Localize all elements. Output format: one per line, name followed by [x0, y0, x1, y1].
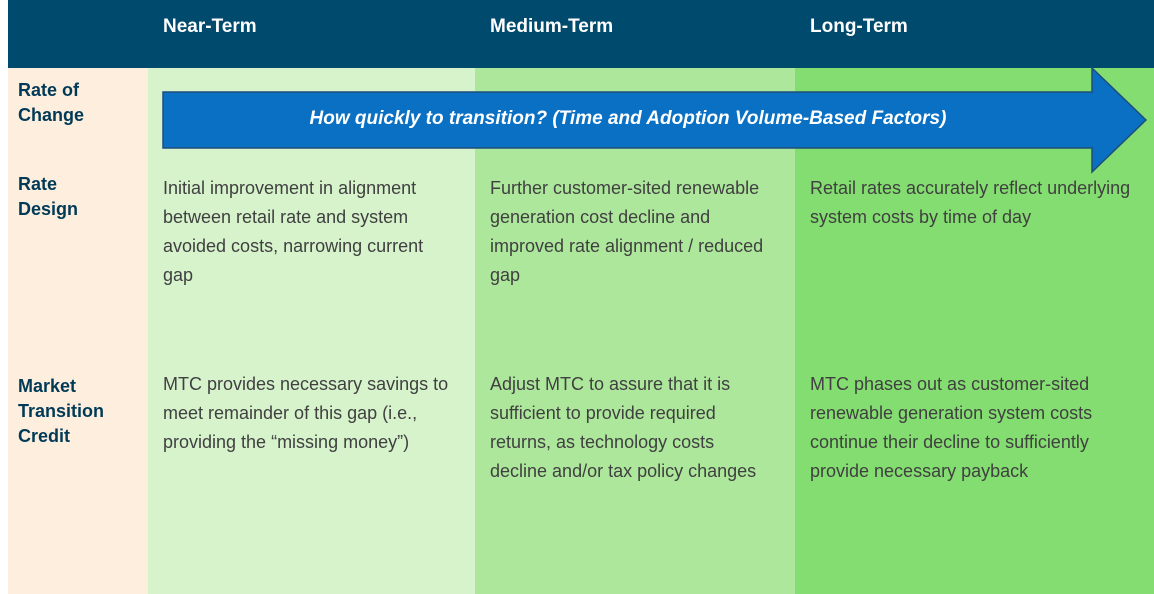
row-label-text: Market Transition Credit: [18, 376, 105, 446]
cell: Adjust MTC to assure that it is sufficie…: [475, 358, 795, 594]
row-label: Rate Design: [8, 162, 148, 358]
row-label-text: Rate Design: [18, 174, 79, 219]
header-corner: [8, 0, 148, 68]
column-header: Medium-Term: [475, 0, 795, 68]
cell: Retail rates accurately reflect underlyi…: [795, 162, 1154, 358]
column-header: Long-Term: [795, 0, 1154, 68]
column-header: Near-Term: [148, 0, 475, 68]
cell: Initial improvement in alignment between…: [148, 162, 475, 358]
row-label: Rate of Change: [8, 68, 148, 162]
cell: MTC provides necessary savings to meet r…: [148, 358, 475, 594]
cell: Further customer-sited renewable generat…: [475, 162, 795, 358]
cell: MTC phases out as customer-sited renewab…: [795, 358, 1154, 594]
arrow-shape: [162, 66, 1148, 174]
row-label: Market Transition Credit: [8, 358, 148, 594]
row-label-text: Rate of Change: [18, 80, 85, 125]
arrow-label: How quickly to transition? (Time and Ado…: [309, 108, 947, 129]
